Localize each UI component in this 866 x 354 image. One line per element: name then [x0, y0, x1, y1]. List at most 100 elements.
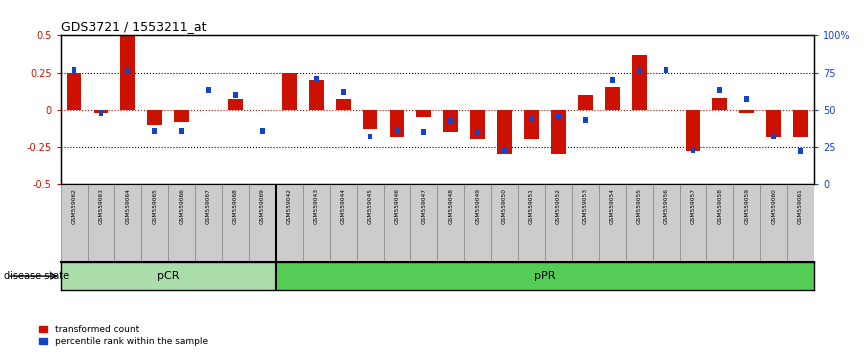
Bar	[793, 110, 808, 137]
Bar	[502, 147, 507, 153]
Bar	[475, 129, 480, 135]
Bar	[179, 127, 184, 133]
Bar	[556, 114, 561, 120]
Bar	[680, 184, 707, 262]
Bar	[126, 67, 130, 73]
Text: GSM559047: GSM559047	[422, 188, 426, 224]
Text: GSM559044: GSM559044	[340, 188, 346, 224]
Bar	[598, 184, 625, 262]
Text: GSM559057: GSM559057	[690, 188, 695, 224]
Bar	[390, 110, 404, 137]
Text: GSM559045: GSM559045	[367, 188, 372, 224]
Bar	[222, 184, 249, 262]
Bar	[491, 184, 518, 262]
Bar	[87, 184, 114, 262]
Text: GSM559051: GSM559051	[529, 188, 534, 224]
Bar	[410, 184, 437, 262]
Bar	[174, 110, 189, 122]
Bar	[583, 117, 588, 123]
Bar	[395, 127, 399, 133]
Bar	[772, 133, 776, 139]
Bar	[798, 148, 803, 154]
Bar	[61, 184, 87, 262]
Bar	[529, 116, 534, 122]
Text: pPR: pPR	[534, 271, 556, 281]
Bar	[313, 75, 319, 81]
Text: GSM559059: GSM559059	[744, 188, 749, 224]
Bar	[437, 184, 464, 262]
Text: GSM559058: GSM559058	[717, 188, 722, 224]
Bar	[625, 184, 653, 262]
Text: GSM559055: GSM559055	[637, 188, 642, 224]
Text: GSM559061: GSM559061	[798, 188, 803, 224]
Bar	[336, 99, 351, 110]
Bar	[249, 184, 276, 262]
Text: GSM559050: GSM559050	[502, 188, 507, 224]
Text: GSM559068: GSM559068	[233, 188, 238, 224]
Bar	[713, 98, 727, 110]
Bar	[72, 67, 76, 73]
Bar	[152, 127, 158, 133]
Bar	[417, 110, 431, 117]
Text: GSM559062: GSM559062	[72, 188, 76, 224]
Bar	[309, 80, 324, 110]
Bar	[524, 110, 539, 139]
Bar	[631, 55, 647, 110]
Bar	[120, 35, 135, 110]
Bar	[443, 110, 458, 132]
Bar	[195, 184, 222, 262]
Bar	[653, 184, 680, 262]
Bar	[228, 99, 243, 110]
Text: GSM559043: GSM559043	[313, 188, 319, 224]
Bar	[363, 110, 378, 129]
Text: GSM559046: GSM559046	[395, 188, 399, 224]
Bar	[745, 96, 749, 102]
Bar	[422, 129, 426, 135]
Bar	[551, 110, 565, 154]
Bar	[330, 184, 357, 262]
Bar	[340, 89, 346, 95]
Bar	[686, 110, 701, 152]
Bar	[518, 184, 545, 262]
Bar	[368, 133, 372, 139]
Bar	[61, 262, 276, 290]
Bar	[497, 110, 512, 154]
Text: GSM559060: GSM559060	[772, 188, 776, 224]
Text: GSM559066: GSM559066	[179, 188, 184, 224]
Bar	[470, 110, 485, 139]
Bar	[610, 77, 615, 83]
Bar	[168, 184, 195, 262]
Text: GSM559069: GSM559069	[260, 188, 265, 224]
Bar	[233, 92, 238, 98]
Bar	[449, 117, 453, 123]
Text: GSM559065: GSM559065	[152, 188, 158, 224]
Bar	[740, 110, 754, 113]
Bar	[206, 87, 211, 93]
Bar	[99, 110, 103, 116]
Bar	[282, 73, 297, 110]
Bar	[734, 184, 760, 262]
Bar	[114, 184, 141, 262]
Bar	[787, 184, 814, 262]
Bar	[357, 184, 384, 262]
Bar	[604, 87, 620, 110]
Text: GSM559052: GSM559052	[556, 188, 561, 224]
Text: GSM559042: GSM559042	[287, 188, 292, 224]
Legend: transformed count, percentile rank within the sample: transformed count, percentile rank withi…	[39, 325, 208, 346]
Text: GSM559064: GSM559064	[126, 188, 131, 224]
Bar	[303, 184, 330, 262]
Bar	[545, 184, 572, 262]
Bar	[572, 184, 598, 262]
Bar	[260, 127, 265, 133]
Bar	[147, 110, 162, 125]
Text: GSM559067: GSM559067	[206, 188, 211, 224]
Bar	[637, 67, 642, 73]
Bar	[717, 87, 722, 93]
Bar	[141, 184, 168, 262]
Text: GDS3721 / 1553211_at: GDS3721 / 1553211_at	[61, 20, 206, 33]
Text: GSM559049: GSM559049	[475, 188, 480, 224]
Bar	[690, 147, 695, 153]
Text: GSM559054: GSM559054	[610, 188, 615, 224]
Text: disease state: disease state	[4, 271, 69, 281]
Bar	[464, 184, 491, 262]
